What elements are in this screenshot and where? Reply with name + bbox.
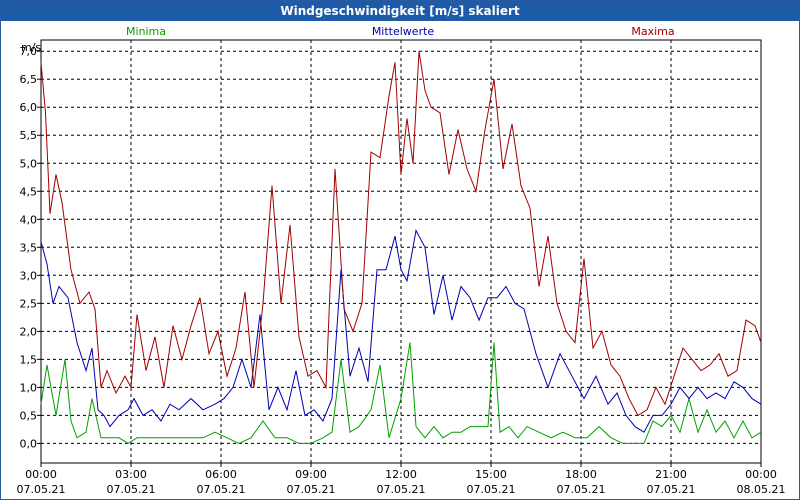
x-tick-time-label: 12:00 (385, 468, 417, 481)
series-line-maxima (40, 51, 762, 417)
y-axis-label: m/s (21, 41, 41, 54)
y-tick-label: 3,5 (20, 241, 38, 254)
y-tick-label: 4,0 (20, 213, 38, 226)
x-tick-date-label: 07.05.21 (107, 483, 156, 496)
chart-title: Windgeschwindigkeit [m/s] skaliert (1, 1, 799, 21)
x-tick-date-label: 07.05.21 (467, 483, 516, 496)
y-tick-label: 1,0 (20, 381, 38, 394)
y-tick-label: 2,0 (20, 325, 38, 338)
y-tick-label: 6,0 (20, 101, 38, 114)
series-line-mittelwerte (40, 228, 762, 433)
y-tick-label: 0,0 (20, 437, 38, 450)
x-tick-date-label: 07.05.21 (377, 483, 426, 496)
x-tick-date-label: 07.05.21 (557, 483, 606, 496)
x-tick-date-label: 08.05.21 (737, 483, 786, 496)
x-tick-time-label: 09:00 (295, 468, 327, 481)
x-tick-date-label: 07.05.21 (17, 483, 66, 496)
x-tick-time-label: 06:00 (205, 468, 237, 481)
series-lines (40, 51, 762, 444)
series-line-minima (40, 342, 762, 444)
y-tick-label: 0,5 (20, 409, 38, 422)
y-tick-label: 5,5 (20, 129, 38, 142)
y-tick-label: 3,0 (20, 269, 38, 282)
x-tick-time-label: 21:00 (655, 468, 687, 481)
legend: Minima Mittelwerte Maxima (126, 25, 675, 38)
y-tick-label: 4,5 (20, 185, 38, 198)
x-tick-date-label: 07.05.21 (647, 483, 696, 496)
x-tick-time-label: 00:00 (25, 468, 57, 481)
y-tick-label: 6,5 (20, 73, 38, 86)
x-tick-time-label: 18:00 (565, 468, 597, 481)
y-axis-ticks: 7,0 6,5 6,0 5,5 5,0 4,5 4,0 3,5 3,0 2,5 2,0 1,5 1,0 0… (20, 45, 41, 450)
y-tick-label: 7,0 (20, 45, 38, 58)
legend-item-maxima: Maxima (631, 25, 674, 38)
grid-lines (41, 40, 761, 463)
x-tick-time-label: 15:00 (475, 468, 507, 481)
x-axis-ticks: 00:00 07.05.21 03:00 07.05.21 06:00 07.05.21 0… (17, 463, 786, 496)
y-tick-label: 1,5 (20, 353, 38, 366)
x-tick-time-label: 00:00 (745, 468, 777, 481)
x-tick-date-label: 07.05.21 (197, 483, 246, 496)
y-tick-label: 2,5 (20, 297, 38, 310)
x-tick-time-label: 03:00 (115, 468, 147, 481)
legend-item-mittelwerte: Mittelwerte (372, 25, 435, 38)
legend-item-minima: Minima (126, 25, 166, 38)
y-tick-label: 5,0 (20, 157, 38, 170)
x-tick-date-label: 07.05.21 (287, 483, 336, 496)
wind-speed-chart: 7,0 6,5 6,0 5,5 5,0 4,5 4,0 3,5 3,0 2,5 2,0 1,5 1,0 0… (17, 25, 786, 496)
